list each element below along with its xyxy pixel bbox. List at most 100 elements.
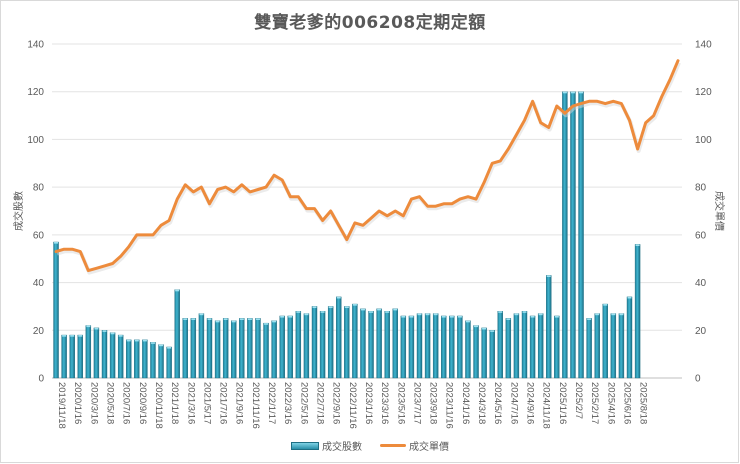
bar-shares [626, 296, 633, 379]
bar-cap [183, 318, 188, 320]
x-tick-label: 2024/3/18 [476, 382, 487, 424]
bar-cap [352, 304, 357, 306]
y-tick-right: 100 [695, 135, 712, 146]
bar-shares [311, 306, 318, 379]
y-tick-left: 60 [33, 230, 45, 241]
x-tick-label: 2021/3/16 [185, 382, 196, 424]
bar-shares [53, 241, 59, 379]
bar-shares [190, 318, 197, 379]
bar-shares [513, 313, 520, 379]
bar-shares [562, 91, 568, 379]
bar-cap [635, 244, 640, 246]
x-tick-label: 2020/11/18 [153, 382, 164, 429]
bar-cap [296, 311, 301, 313]
x-tick-label: 2022/7/18 [315, 382, 326, 424]
y-tick-right: 60 [695, 230, 707, 241]
bar-shares [408, 315, 415, 379]
bar-cap [336, 296, 341, 299]
bar-cap [522, 311, 527, 313]
x-tick-label: 2020/9/16 [137, 382, 148, 424]
bar-shares [384, 311, 390, 379]
bar-shares [206, 318, 213, 379]
x-tick-label: 2020/3/16 [88, 382, 99, 424]
legend-label-shares: 成交股數 [322, 442, 362, 453]
bar-shares [634, 244, 641, 379]
bar-cap [611, 313, 616, 316]
bar-shares [255, 318, 261, 379]
bar-cap [433, 313, 438, 316]
bar-cap [570, 91, 575, 94]
bar-cap [385, 311, 390, 313]
bar-shares [271, 320, 277, 379]
bar-shares [432, 313, 439, 379]
x-tick-label: 2025/4/16 [605, 382, 616, 424]
bar-shares [327, 306, 334, 379]
bar-cap [595, 313, 600, 316]
bar-cap [457, 315, 462, 318]
bar-cap [377, 308, 382, 311]
bar-cap [474, 325, 479, 328]
x-tick-label: 2023/9/18 [428, 382, 439, 424]
bar-shares [505, 318, 512, 379]
bar-cap [603, 304, 608, 306]
x-tick-label: 2024/5/16 [492, 382, 503, 424]
x-tick-label: 2022/5/16 [298, 382, 309, 424]
bar-shares [457, 315, 463, 379]
y-tick-left: 140 [27, 40, 44, 51]
bar-cap [78, 335, 83, 337]
x-tick-label: 2024/11/18 [541, 382, 552, 429]
x-tick-label: 2022/3/16 [282, 382, 293, 424]
bar-shares [279, 315, 285, 379]
x-tick-label: 2025/2/7 [573, 382, 584, 419]
line-swatch-icon [380, 444, 406, 447]
bar-shares [521, 311, 528, 379]
bar-cap [417, 313, 422, 316]
bar-cap [360, 308, 365, 311]
bar-shares [166, 346, 172, 379]
bar-shares [570, 91, 576, 379]
x-tick-label: 2024/9/16 [525, 382, 536, 424]
y-tick-left: 100 [27, 135, 44, 146]
bar-cap [215, 320, 220, 323]
x-tick-label: 2023/1/16 [363, 382, 374, 424]
x-tick-label: 2020/7/16 [121, 382, 132, 424]
x-tick-label: 2024/1/16 [460, 382, 471, 424]
x-tick-label: 2021/5/17 [201, 382, 212, 424]
bar-cap [175, 289, 180, 292]
bar-shares [109, 332, 116, 379]
bar-cap [199, 313, 204, 316]
bar-cap [482, 327, 487, 330]
bar-cap [498, 311, 503, 313]
bar-shares [392, 308, 398, 379]
bar-cap [70, 335, 75, 337]
bar-cap [134, 339, 139, 342]
bar-cap [231, 320, 236, 323]
x-tick-label: 2020/1/16 [72, 382, 83, 424]
bar-cap [538, 313, 543, 316]
bar-cap [247, 318, 252, 320]
bar-shares [134, 339, 140, 379]
legend-item-price: 成交單價 [380, 438, 449, 453]
y-axis-right-title: 成交單價 [713, 191, 726, 231]
bar-shares [441, 315, 447, 379]
x-tick-label: 2023/7/17 [411, 382, 422, 424]
bar-shares [578, 91, 584, 379]
bar-shares [586, 318, 592, 379]
line-price [54, 59, 680, 273]
bar-cap [546, 275, 551, 278]
x-tick-label: 2025/2/17 [589, 382, 600, 424]
bar-shares [239, 318, 245, 379]
bar-cap [312, 306, 317, 309]
bar-shares [222, 318, 229, 379]
bar-cap [441, 315, 446, 318]
bar-cap [94, 327, 99, 330]
x-tick-label: 2025/1/16 [557, 382, 568, 424]
bar-cap [223, 318, 228, 320]
bar-shares [303, 313, 310, 379]
x-tick-label: 2022/11/16 [347, 382, 358, 429]
bar-shares [424, 313, 431, 379]
bar-cap [110, 332, 115, 335]
bar-cap [328, 306, 333, 309]
